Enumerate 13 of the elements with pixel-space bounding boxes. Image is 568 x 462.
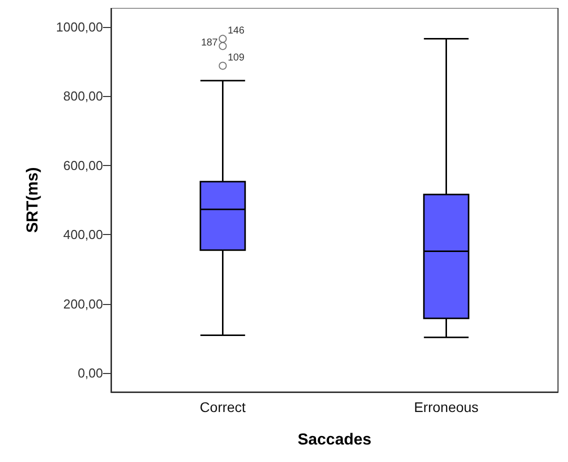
y-tick-label: 600,00 — [63, 158, 103, 173]
y-tick-label: 400,00 — [63, 227, 103, 242]
annotation: 109 — [228, 52, 245, 64]
y-axis-title: SRT(ms) — [24, 167, 42, 233]
x-tick-label: Correct — [200, 399, 246, 415]
annotation: 187 — [201, 38, 218, 49]
y-tick-label: 1000,00 — [56, 20, 103, 35]
annotation: 146 — [228, 25, 245, 36]
x-axis-title: Saccades — [298, 432, 372, 448]
y-tick-label: 800,00 — [63, 88, 103, 104]
y-tick-label: 0,00 — [78, 365, 103, 380]
y-tick-label: 200,00 — [63, 296, 103, 312]
x-tick-label: Erroneous — [414, 399, 479, 415]
